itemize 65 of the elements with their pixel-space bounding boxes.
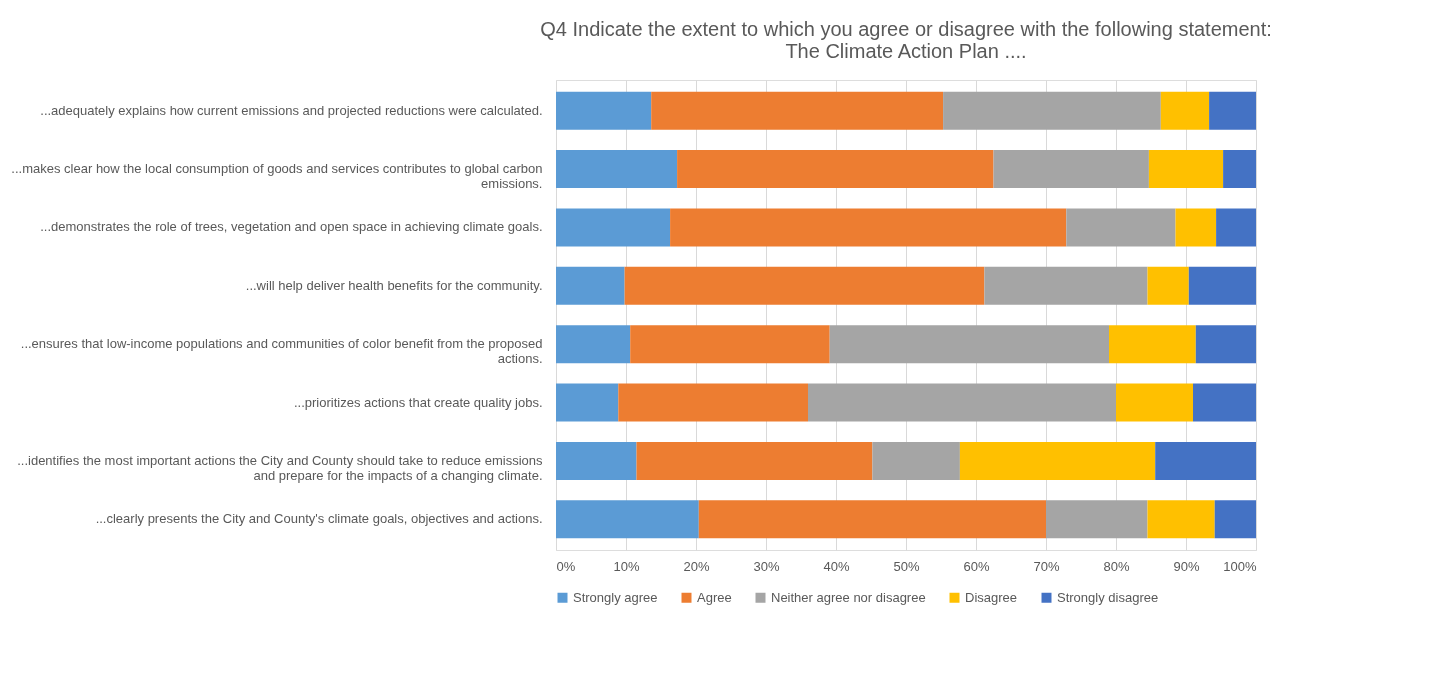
bar: [618, 383, 808, 422]
bar: [556, 325, 631, 364]
y-tick-label: ...prioritizes actions that create quality jobs.: [293, 394, 543, 410]
bar: [556, 266, 625, 305]
x-tick-label: 0%: [556, 558, 576, 574]
x-tick-label: 70%: [1033, 558, 1060, 574]
bar: [808, 383, 1116, 422]
legend-label: Disagree: [965, 589, 1018, 605]
bar: [1188, 266, 1256, 305]
y-tick-label: ...ensures that low-income populations and communities of color benefit from the proposed actions.: [20, 336, 543, 367]
bar: [1147, 266, 1189, 305]
bar: [677, 150, 994, 189]
y-tick-label: ...demonstrates the role of trees, vegetation and open space in achieving climate goals.: [40, 219, 543, 235]
bar: [984, 266, 1148, 305]
bar: [630, 325, 830, 364]
x-tick-label: 60%: [963, 558, 990, 574]
x-tick-label: 50%: [893, 558, 920, 574]
bar: [1216, 208, 1256, 247]
bar: [1223, 150, 1256, 189]
bar: [556, 91, 652, 130]
bar: [943, 91, 1161, 130]
bar: [556, 383, 619, 422]
bar: [1046, 500, 1148, 539]
bar: [872, 441, 960, 480]
bar: [1148, 150, 1224, 189]
chart-title: Q4 Indicate the extent to which you agree or disagree with the following statement: The Climate Action Plan ....: [540, 18, 1272, 62]
bar: [624, 266, 985, 305]
y-tick-label: ...adequately explains how current emissions and projected reductions were calculated.: [40, 102, 543, 118]
bar: [636, 441, 873, 480]
bar: [1109, 325, 1196, 364]
bar: [556, 208, 671, 247]
bar: [829, 325, 1109, 364]
bar: [1116, 383, 1193, 422]
x-tick-label: 20%: [683, 558, 710, 574]
bar: [698, 500, 1046, 539]
bar: [1175, 208, 1217, 247]
x-tick-label: 90%: [1173, 558, 1200, 574]
legend-label: Agree: [697, 589, 732, 605]
x-tick-label: 10%: [613, 558, 640, 574]
x-tick-label: 40%: [823, 558, 850, 574]
bar: [1195, 325, 1256, 364]
y-tick-label: ...clearly presents the City and County's climate goals, objectives and actions.: [95, 511, 543, 527]
bar: [1160, 91, 1210, 130]
bar: [1193, 383, 1256, 422]
legend-label: Strongly agree: [573, 589, 658, 605]
x-tick-label: 30%: [753, 558, 780, 574]
legend-label: Strongly disagree: [1057, 589, 1159, 605]
bar: [1214, 500, 1256, 539]
x-tick-label: 100%: [1223, 558, 1257, 574]
bar: [556, 441, 637, 480]
x-tick-label: 80%: [1103, 558, 1130, 574]
y-tick-label: ...will help deliver health benefits for the community.: [245, 277, 543, 293]
y-tick-label: ...makes clear how the local consumption of goods and services contributes to global carbon emissions.: [11, 161, 543, 192]
bar: [1066, 208, 1176, 247]
y-tick-label: ...identifies the most important actions the City and County should take to reduce emissions and prepare for the impacts of a changing climate.: [17, 452, 543, 483]
bar: [651, 91, 944, 130]
bar: [670, 208, 1067, 247]
bar: [1147, 500, 1215, 539]
bar: [556, 150, 678, 189]
bar: [959, 441, 1156, 480]
bar: [556, 500, 699, 539]
bar: [1155, 441, 1256, 480]
bar: [993, 150, 1149, 189]
bar: [1209, 91, 1256, 130]
legend-label: Neither agree nor disagree: [771, 589, 926, 605]
